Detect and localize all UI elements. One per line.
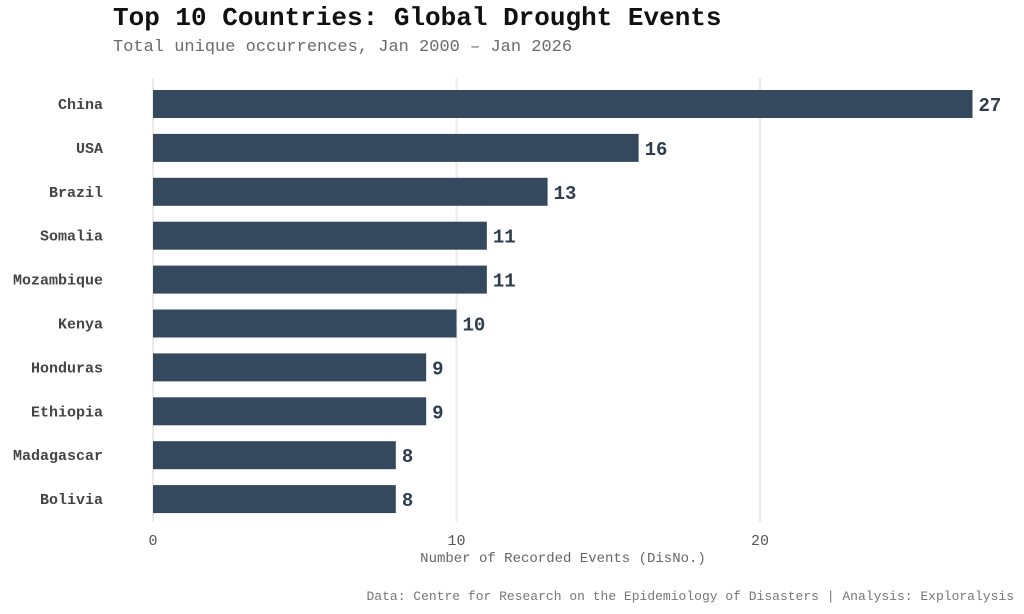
- bar-madagascar: [153, 441, 396, 470]
- value-label-brazil: 13: [554, 183, 577, 205]
- category-label-usa: USA: [76, 141, 103, 158]
- bar-honduras: [153, 353, 427, 382]
- bar-china: [153, 90, 973, 118]
- category-label-ethiopia: Ethiopia: [31, 404, 103, 421]
- bar-ethiopia: [153, 397, 427, 426]
- value-label-madagascar: 8: [402, 446, 413, 468]
- category-label-mozambique: Mozambique: [13, 273, 103, 290]
- category-label-brazil: Brazil: [49, 185, 103, 202]
- bar-mozambique: [153, 265, 487, 294]
- chart-caption: Data: Centre for Research on the Epidemi…: [366, 589, 1014, 604]
- chart-title: Top 10 Countries: Global Drought Events: [113, 3, 722, 33]
- category-label-kenya: Kenya: [58, 317, 103, 334]
- x-tick-label-20: 20: [751, 533, 769, 550]
- value-label-china: 27: [979, 95, 1002, 117]
- category-labels: China USA Brazil Somalia Mozambique Kenya Hond…: [13, 97, 103, 509]
- bar-somalia: [153, 221, 487, 250]
- category-label-honduras: Honduras: [31, 360, 103, 377]
- chart-subtitle: Total unique occurrences, Jan 2000 – Jan…: [113, 38, 573, 57]
- value-label-bolivia: 8: [402, 490, 413, 512]
- category-label-china: China: [58, 97, 103, 114]
- x-axis-title: Number of Recorded Events (DisNo.): [420, 551, 706, 567]
- x-tick-label-0: 0: [148, 533, 157, 550]
- x-tick-label-10: 10: [448, 533, 466, 550]
- bar-usa: [153, 133, 639, 162]
- value-label-somalia: 11: [493, 227, 516, 249]
- category-label-somalia: Somalia: [40, 229, 103, 246]
- bar-bolivia: [153, 485, 396, 514]
- value-label-ethiopia: 9: [432, 402, 443, 424]
- x-tick-labels: 0 10 20: [148, 533, 769, 550]
- bar-kenya: [153, 309, 457, 338]
- category-label-bolivia: Bolivia: [40, 492, 103, 509]
- bars: [153, 90, 973, 514]
- bar-brazil: [153, 177, 548, 206]
- value-label-usa: 16: [645, 139, 668, 161]
- category-label-madagascar: Madagascar: [13, 448, 103, 465]
- value-label-mozambique: 11: [493, 271, 516, 293]
- value-label-kenya: 10: [463, 315, 486, 337]
- value-label-honduras: 9: [432, 358, 443, 380]
